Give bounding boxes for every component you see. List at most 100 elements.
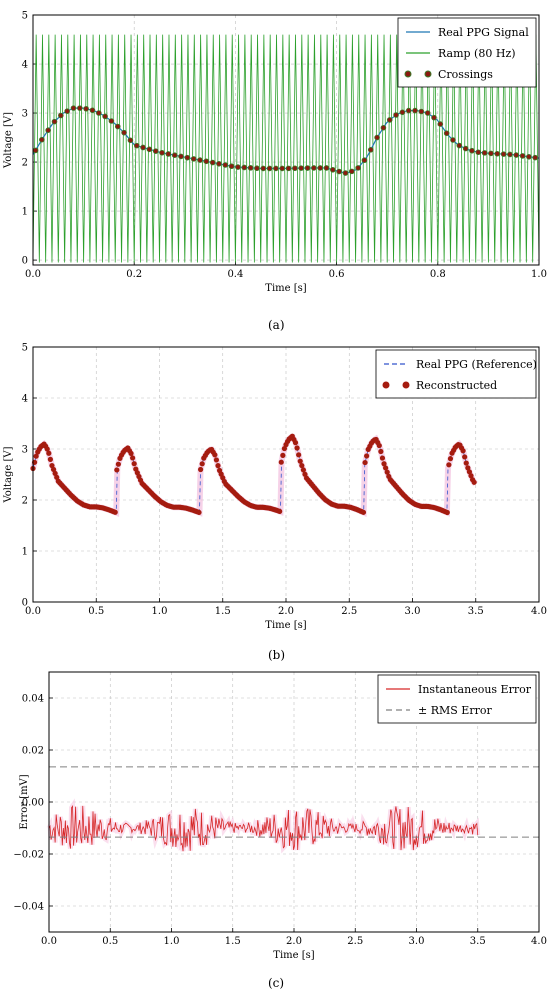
reconstructed-point [384, 469, 390, 475]
crossing-point [165, 151, 172, 157]
reconstructed-point [44, 446, 50, 452]
x-axis-label: Time [s] [265, 620, 306, 631]
crossing-point [317, 165, 323, 171]
y-tick-label: 1 [22, 547, 28, 558]
reconstructed-point [292, 440, 299, 446]
crossing-point [95, 110, 102, 116]
crossing-point [298, 165, 304, 171]
reconstructed-point [447, 456, 454, 462]
reconstructed-point [128, 450, 134, 456]
reconstructed-point [300, 467, 306, 473]
x-tick-label: 1.5 [215, 606, 231, 617]
crossing-point [279, 165, 286, 172]
x-tick-label: 4.0 [531, 606, 547, 617]
crossing-point [203, 158, 210, 165]
crossing-point [108, 118, 115, 124]
y-tick-label: 1 [22, 207, 28, 218]
x-tick-label: 0.6 [329, 269, 345, 280]
x-tick-label: 3.0 [409, 936, 425, 947]
x-axis-label: Time [s] [273, 950, 314, 961]
crossing-point [171, 152, 178, 158]
crossing-point [399, 109, 406, 116]
crossing-point [216, 160, 222, 167]
reconstructed-point [130, 455, 136, 461]
crossing-point [273, 165, 279, 172]
reconstructed-point [299, 462, 305, 469]
reconstructed-point [297, 458, 303, 464]
crossing-point [39, 136, 45, 143]
axes-frame [32, 346, 540, 603]
crossing-point [70, 105, 77, 111]
y-tick-label: 5 [22, 11, 28, 22]
reconstructed-point [460, 448, 466, 454]
crossing-point [405, 107, 412, 114]
series-ramp [32, 34, 540, 263]
crossing-point [140, 144, 146, 151]
legend-label: Instantaneous Error [418, 683, 532, 696]
axes-frame [48, 671, 540, 933]
reconstructed-point [462, 454, 468, 460]
crossing-point [513, 152, 520, 158]
x-tick-label: 0.5 [102, 936, 118, 947]
reconstructed-point [280, 452, 286, 458]
crossing-point [500, 151, 507, 157]
reconstructed-point [33, 453, 39, 459]
legend-box [375, 349, 537, 399]
reconstructed-point [278, 459, 284, 465]
y-tick-label: 5 [22, 343, 28, 354]
crossing-point [247, 165, 254, 171]
crossing-point [348, 168, 355, 175]
reconstructed-point [378, 448, 384, 455]
crossing-point [254, 165, 260, 172]
crossing-point [32, 147, 39, 154]
crossing-point [146, 146, 153, 153]
x-axis-label: Time [s] [265, 283, 306, 294]
reconstructed-point [379, 455, 386, 461]
crossing-point [386, 117, 393, 123]
crossing-point [355, 165, 361, 171]
legend-label: Reconstructed [416, 379, 497, 392]
crossing-point [367, 147, 374, 153]
crossing-point [114, 123, 121, 130]
crossing-point [190, 156, 197, 162]
y-tick-label: 3 [22, 109, 28, 120]
crossing-point [83, 105, 89, 112]
y-tick-label: −0.04 [13, 902, 44, 913]
reconstructed-point [362, 459, 368, 466]
reconstructed-point [360, 509, 367, 515]
legend: Real PPG Signal Ramp (80 Hz) Crossings [397, 17, 537, 88]
crossing-point [507, 151, 513, 158]
reconstructed-point [463, 460, 469, 466]
crossing-point [121, 129, 127, 136]
legend-label: Real PPG Signal [438, 26, 529, 39]
crossing-point [342, 170, 349, 176]
x-tick-label: 1.5 [225, 936, 241, 947]
reconstructed-point [364, 453, 370, 459]
legend-label: Crossings [438, 68, 493, 81]
y-axis-label: Voltage [V] [3, 112, 14, 169]
x-tick-label: 2.0 [286, 936, 302, 947]
crossing-point [184, 154, 191, 161]
crossing-point [159, 149, 165, 156]
crossing-point [64, 108, 70, 115]
y-tick-label: 2 [22, 158, 28, 169]
x-tick-label: 0.8 [430, 269, 446, 280]
crossing-point [45, 127, 51, 133]
crossing-point [197, 157, 203, 163]
crossing-point [412, 107, 418, 114]
reconstructed-point [112, 509, 118, 515]
reconstructed-point [444, 509, 450, 516]
crossing-point [450, 137, 456, 143]
crossing-point [235, 164, 241, 170]
reconstructed-point [213, 457, 220, 463]
x-tick-label: 1.0 [152, 606, 168, 617]
reconstructed-point [212, 452, 218, 458]
series-crossings [32, 105, 539, 176]
crossing-point [77, 105, 83, 111]
x-tick-label: 1.0 [531, 269, 547, 280]
legend: Instantaneous Error ± RMS Error [377, 674, 537, 724]
reconstructed-point [198, 466, 204, 473]
reconstructed-point [31, 459, 38, 465]
y-tick-label: 0 [22, 598, 28, 609]
